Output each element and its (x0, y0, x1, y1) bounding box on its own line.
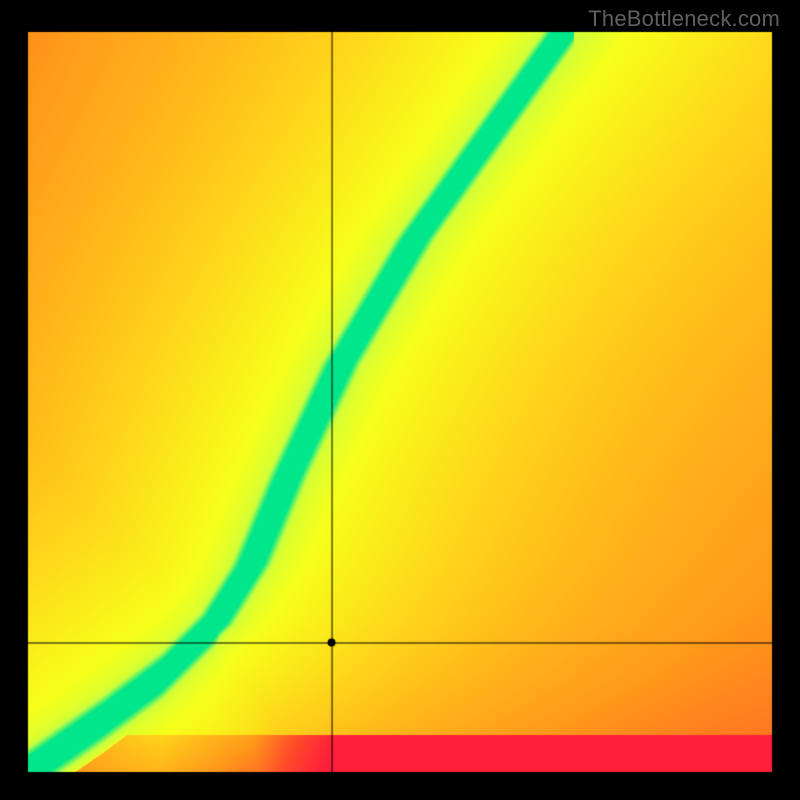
chart-container: TheBottleneck.com (0, 0, 800, 800)
watermark-text: TheBottleneck.com (588, 6, 780, 32)
heatmap-canvas (0, 0, 800, 800)
